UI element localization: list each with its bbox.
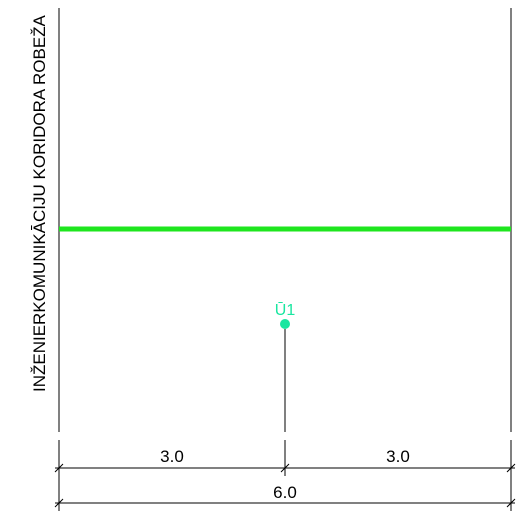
- dim-right-segment-label: 3.0: [386, 447, 410, 466]
- dim-tick: [506, 498, 516, 508]
- dim-total-label: 6.0: [273, 483, 297, 502]
- corridor-boundary-label: INŽENIERKOMUNIKĀCIJU KORIDORA ROBEŽA: [30, 14, 49, 392]
- dim-tick: [280, 463, 290, 473]
- dim-left-segment-label: 3.0: [160, 447, 184, 466]
- utility-point-marker: [280, 319, 290, 329]
- utility-point-label: Ū1: [275, 301, 296, 319]
- dim-tick: [54, 498, 64, 508]
- dim-tick: [54, 463, 64, 473]
- dim-tick: [506, 463, 516, 473]
